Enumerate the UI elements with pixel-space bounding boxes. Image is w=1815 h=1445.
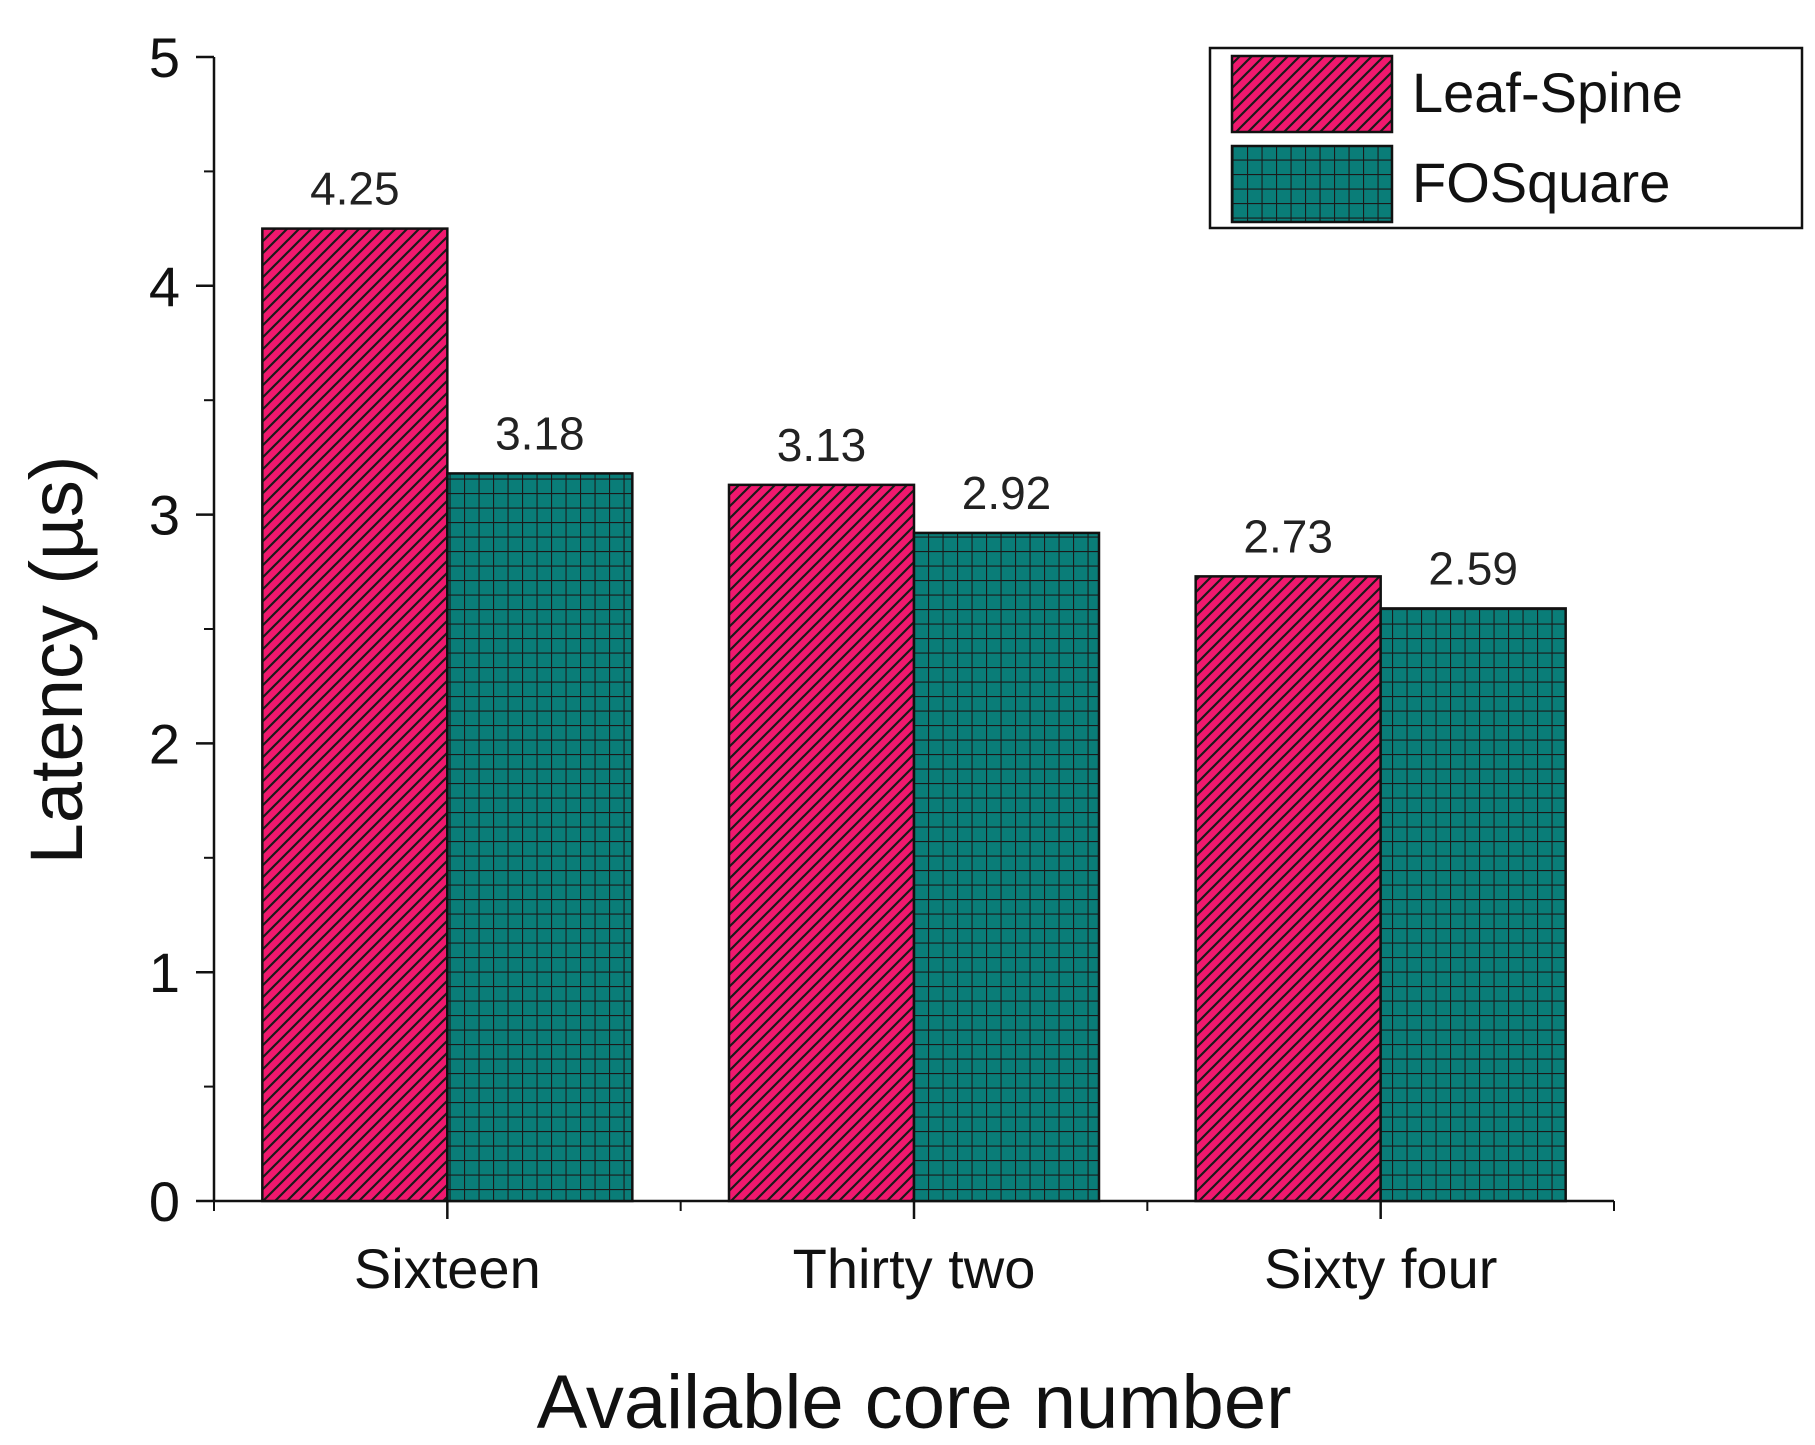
bar-fosquare [1379,607,1567,1203]
bars [261,227,1567,1203]
bar-leaf-spine [261,227,449,1203]
data-label: 2.59 [1428,542,1518,594]
bar-fosquare [912,531,1101,1203]
legend-label-leaf-spine: Leaf-Spine [1412,61,1683,124]
x-tick-label: Thirty two [793,1237,1036,1300]
legend-swatch-leaf-spine [1230,54,1394,134]
y-tick-label: 0 [149,1170,180,1233]
data-label: 2.92 [962,467,1052,519]
data-labels: 4.25 3.18 3.13 2.92 2.73 2.59 [310,163,1518,595]
bar-leaf-spine [1194,575,1382,1203]
bar-leaf-spine [727,483,916,1203]
data-label: 3.13 [777,419,867,471]
y-tick-label: 2 [149,712,180,775]
x-tick-label: Sixty four [1264,1237,1497,1300]
y-tick-label: 1 [149,941,180,1004]
data-label: 2.73 [1243,510,1333,562]
data-label: 4.25 [310,163,400,215]
x-tick-label: Sixteen [354,1237,541,1300]
legend-swatch-fosquare [1230,144,1394,224]
data-label: 3.18 [495,407,585,459]
y-tick-label: 4 [149,255,180,318]
y-tick-label: 5 [149,26,180,89]
legend: Leaf-Spine FOSquare [1208,46,1804,230]
legend-label-fosquare: FOSquare [1412,151,1670,214]
y-axis-title: Latency (µs) [15,456,98,865]
bar-fosquare [446,472,634,1203]
x-axis-title: Available core number [537,1360,1292,1440]
x-ticks: Sixteen Thirty two Sixty four [213,1201,1615,1300]
y-ticks: 0 1 2 3 4 5 [149,26,214,1233]
y-tick-label: 3 [149,484,180,547]
